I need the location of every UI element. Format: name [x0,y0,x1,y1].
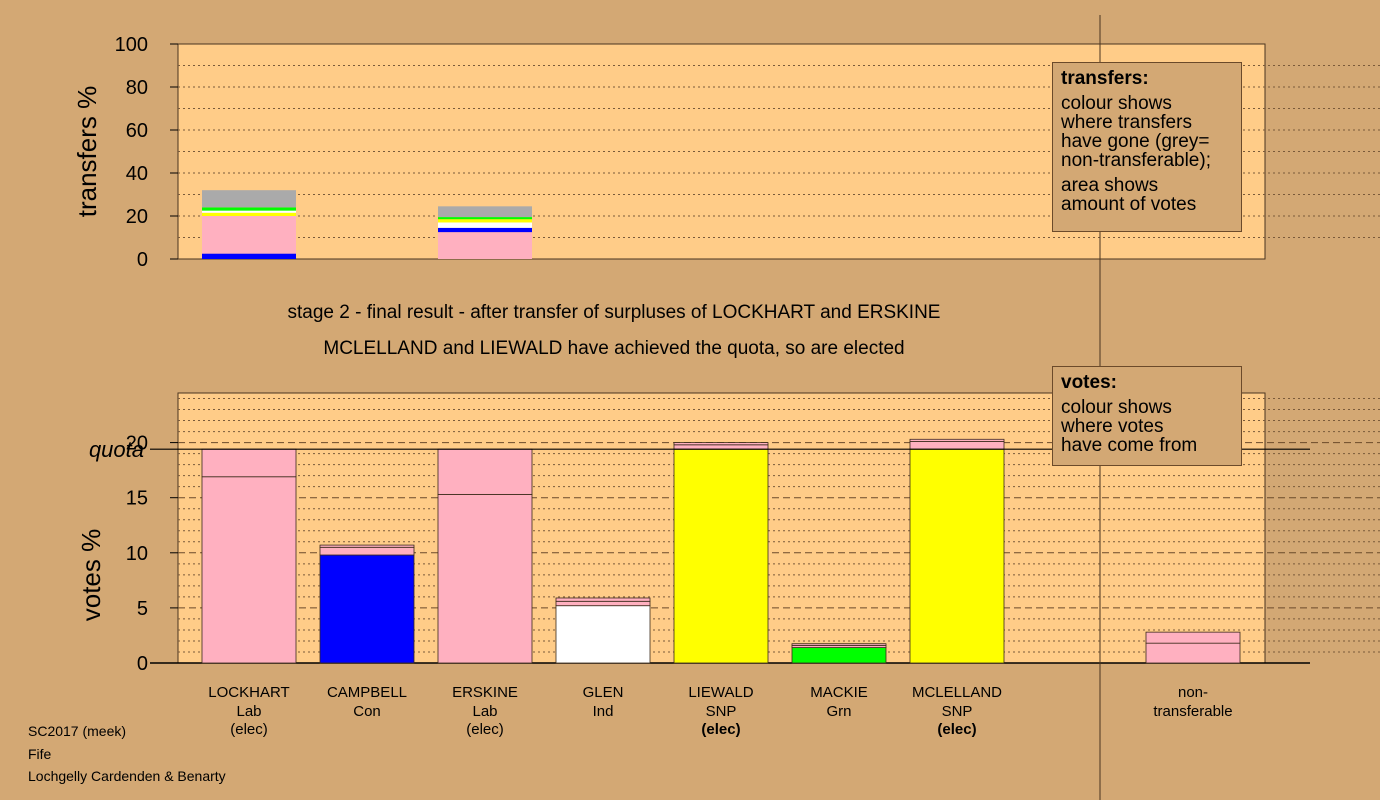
candidate-name: CAMPBELL [327,684,407,701]
votes-y-tick-label: 20 [126,433,148,455]
transfer-segment [202,212,296,216]
transfer-segment [202,210,296,213]
nontransferable-label: transferable [1153,703,1232,720]
candidate-party: SNP [942,703,973,720]
transfer-segment [438,217,532,220]
candidate-name: LOCKHART [208,684,289,701]
vote-segment [555,597,651,602]
stage-title: stage 2 - final result - after transfer … [288,302,941,323]
candidate-party: Grn [826,703,851,720]
votes-legend-line: where votes [1061,416,1164,437]
candidate-name: MACKIE [810,684,868,701]
transfers-legend-line: amount of votes [1061,194,1197,215]
quota-label: quota [89,437,144,462]
transfer-segment [438,219,532,223]
vote-segment [201,476,297,664]
vote-segment [437,448,533,495]
candidate-party: Lab [472,703,497,720]
transfers-legend-line: non-transferable); [1061,150,1211,171]
transfers-y-tick-label: 80 [126,77,148,99]
votes-legend: votes: colour shows where votes have com… [1052,366,1242,466]
candidate-party: SNP [706,703,737,720]
vote-segment [673,444,769,450]
votes-y-tick-label: 0 [137,653,148,675]
candidate-party: Con [353,703,381,720]
candidate-name: MCLELLAND [912,684,1002,701]
stage-subtitle: MCLELLAND and LIEWALD have achieved the … [323,338,904,359]
nontransferable-segment [1145,631,1241,644]
transfers-legend-line: colour shows [1061,93,1172,114]
votes-legend-line: have come from [1061,435,1198,456]
footer-election: SC2017 (meek) [28,723,127,739]
votes-legend-title: votes: [1061,372,1117,393]
candidate-name: ERSKINE [452,684,518,701]
transfer-segment [438,232,532,259]
candidate-name: GLEN [583,684,624,701]
vote-segment [555,605,651,664]
transfers-y-tick-label: 60 [126,120,148,142]
nontransferable-label: non- [1178,684,1208,701]
footer-council: Fife [28,746,52,762]
vote-segment [437,493,533,664]
transfers-y-tick-label: 0 [137,249,148,271]
transfers-y-tick-label: 20 [126,206,148,228]
footer-ward: Lochgelly Cardenden & Benarty [28,768,226,784]
nontransferable-segment [1145,642,1241,664]
candidate-party: Lab [236,703,261,720]
transfers-legend: transfers: colour shows where transfers … [1052,62,1242,232]
transfers-legend-title: transfers: [1061,68,1149,89]
candidate-name: LIEWALD [688,684,753,701]
transfer-segment [438,206,532,218]
vote-segment [791,647,887,664]
candidate-status: (elec) [701,721,740,738]
candidate-party: Ind [593,703,614,720]
vote-segment [673,442,769,446]
transfer-segment [202,253,296,259]
candidate-status: (elec) [466,721,504,738]
votes-y-axis-label: votes % [76,529,106,622]
transfers-y-tick-label: 40 [126,163,148,185]
transfer-segment [438,227,532,233]
votes-y-tick-label: 15 [126,488,148,510]
transfers-y-axis-label: transfers % [72,86,102,218]
vote-segment [673,448,769,664]
transfers-legend-line: where transfers [1061,112,1192,133]
candidate-status: (elec) [937,721,976,738]
transfers-legend-line: area shows [1061,175,1159,196]
vote-segment [791,643,887,646]
votes-y-tick-label: 10 [126,543,148,565]
vote-segment [319,544,415,548]
vote-segment [909,441,1005,450]
transfer-segment [202,216,296,254]
votes-legend-line: colour shows [1061,397,1172,418]
transfer-segment [438,222,532,228]
vote-segment [319,554,415,664]
vote-segment [201,448,297,478]
transfers-legend-line: have gone (grey= [1061,131,1210,152]
transfers-y-tick-label: 100 [115,34,148,56]
candidate-status: (elec) [230,721,268,738]
vote-segment [319,546,415,556]
vote-segment [555,600,651,607]
vote-segment [909,448,1005,664]
vote-segment [909,438,1005,442]
transfer-segment [202,190,296,208]
votes-y-tick-label: 5 [137,598,148,620]
transfer-segment [202,207,296,211]
